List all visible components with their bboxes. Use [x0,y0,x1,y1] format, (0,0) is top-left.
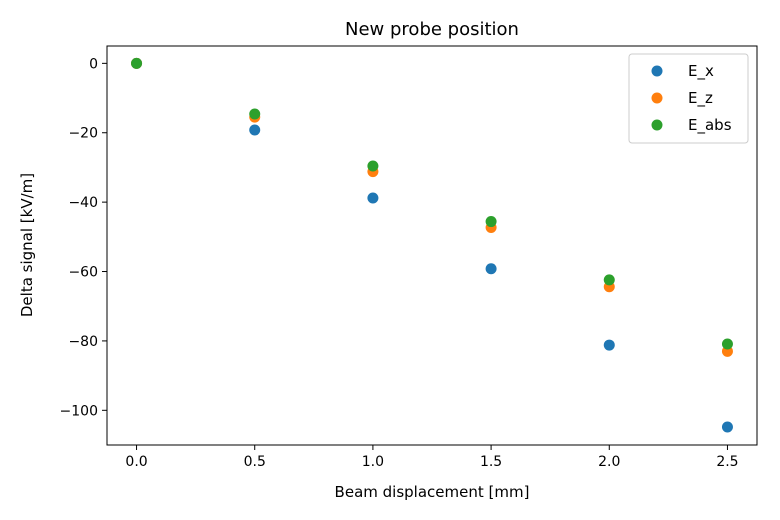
x-tick-label: 0.0 [125,454,147,470]
legend-label: E_x [688,62,714,81]
y-tick-label: −80 [68,334,98,350]
data-point [367,192,379,204]
legend: E_x E_z E_abs [628,53,749,144]
y-tick-label: −40 [68,195,98,211]
data-point [721,338,733,350]
data-point [249,124,261,136]
y-axis: 0 −20 −40 −60 −80 −100 [60,56,107,419]
series-e-abs [131,57,733,350]
legend-label: E_z [688,89,713,108]
x-tick-label: 0.5 [244,454,266,470]
y-tick-label: 0 [89,56,98,72]
legend-marker [651,92,663,104]
x-axis: 0.0 0.5 1.0 1.5 2.0 2.5 [125,445,739,470]
data-points [131,57,733,433]
data-point [131,57,143,69]
data-point [485,216,497,228]
legend-marker [651,119,663,131]
data-point [249,108,261,120]
data-point [367,160,379,172]
x-tick-label: 2.5 [716,454,738,470]
chart-title: New probe position [345,19,519,40]
y-tick-label: −60 [68,265,98,281]
y-tick-label: −100 [60,403,98,419]
data-point [721,421,733,433]
plot-area [106,45,758,446]
x-tick-label: 2.0 [598,454,620,470]
y-tick-label: −20 [68,126,98,142]
data-point [485,263,497,275]
plot-frame [106,45,758,446]
legend-label: E_abs [688,116,732,135]
x-tick-label: 1.5 [480,454,502,470]
x-tick-label: 1.0 [362,454,384,470]
data-point [603,274,615,286]
data-point [603,339,615,351]
legend-marker [651,65,663,77]
x-axis-label: Beam displacement [mm] [335,483,530,501]
y-axis-label: Delta signal [kV/m] [18,173,36,317]
